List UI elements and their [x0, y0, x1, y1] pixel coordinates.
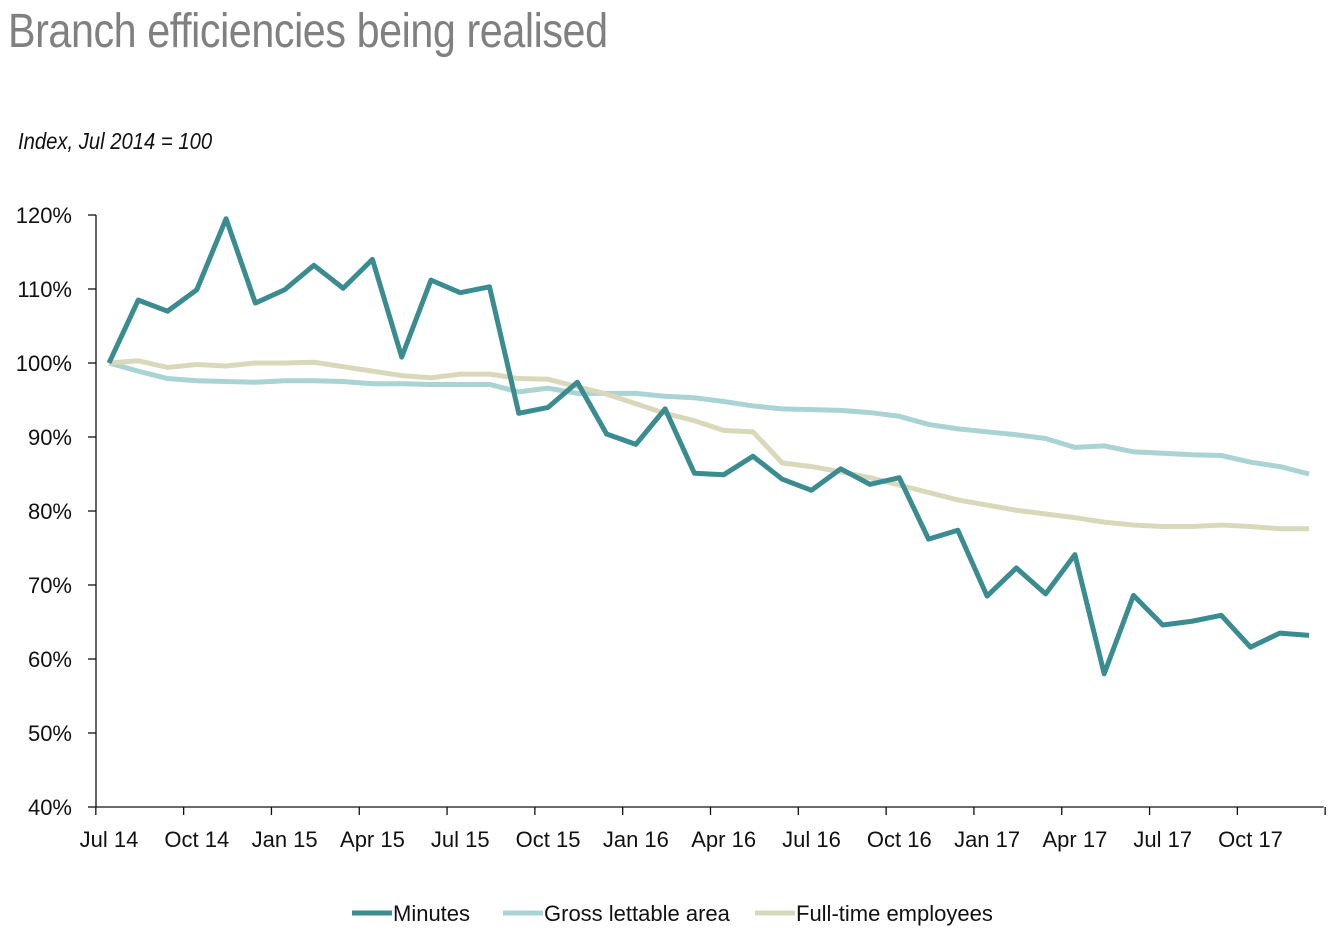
x-tick-label: Oct 16 [867, 827, 932, 852]
y-axis-label: Index, Jul 2014 = 100 [18, 128, 213, 154]
x-tick-label: Jan 15 [252, 827, 318, 852]
legend-item: Minutes [352, 901, 470, 926]
y-tick: 70% [28, 573, 96, 598]
y-tick: 110% [17, 277, 96, 302]
legend-item: Gross lettable area [503, 901, 731, 926]
y-tick: 50% [28, 721, 96, 746]
x-tick-label: Oct 17 [1218, 827, 1283, 852]
y-tick: 100% [16, 351, 96, 376]
legend-label: Full-time employees [796, 901, 993, 926]
y-tick-label: 100% [16, 351, 72, 376]
series-line-full-time-employees [108, 358, 1310, 532]
x-tick-label: Jan 16 [603, 827, 669, 852]
x-tick-label: Oct 15 [516, 827, 581, 852]
legend-item: Full-time employees [755, 901, 993, 926]
y-tick-label: 40% [28, 795, 72, 820]
x-tick-label: Apr 16 [691, 827, 756, 852]
series-line-gross-lettable-area [108, 360, 1310, 477]
x-tick-label: Jul 17 [1133, 827, 1192, 852]
y-tick-label: 110% [17, 277, 72, 302]
series-line-minutes [106, 216, 1310, 677]
y-tick: 120% [16, 203, 96, 228]
x-tick-label: Apr 15 [340, 827, 405, 852]
legend-label: Gross lettable area [544, 901, 731, 926]
y-tick-label: 70% [28, 573, 72, 598]
chart-title: Branch efficiencies being realised [8, 5, 608, 58]
y-tick-label: 50% [28, 721, 72, 746]
x-tick-label: Oct 14 [164, 827, 229, 852]
y-tick: 60% [28, 647, 96, 672]
y-tick-label: 120% [16, 203, 72, 228]
x-tick-label: Jul 16 [782, 827, 841, 852]
y-tick-label: 80% [28, 499, 72, 524]
y-tick: 90% [28, 425, 96, 450]
y-tick-label: 60% [28, 647, 72, 672]
y-tick-label: 90% [28, 425, 72, 450]
y-tick: 40% [28, 795, 96, 820]
legend-label: Minutes [393, 901, 470, 926]
x-tick-label: Jul 15 [431, 827, 490, 852]
x-tick-label: Jul 14 [80, 827, 139, 852]
x-tick-label: Apr 17 [1042, 827, 1107, 852]
x-tick-label: Jan 17 [954, 827, 1020, 852]
y-tick: 80% [28, 499, 96, 524]
